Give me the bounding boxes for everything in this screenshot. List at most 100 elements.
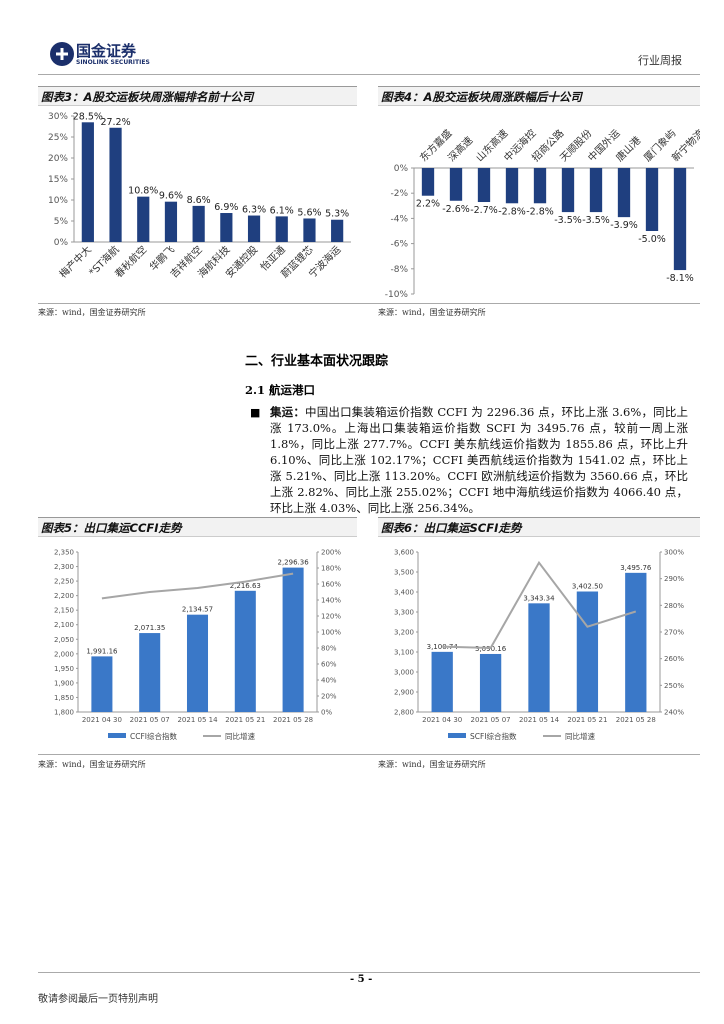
data-label: 5.3% [325,209,349,220]
chart-title: 图表5：出口集运CCFI走势 [38,517,357,537]
data-label: 3,495.76 [620,564,652,572]
page-number: - 5 - [350,974,373,985]
y-tick-label: 3,400 [394,589,414,597]
y-tick-label: 2,050 [54,636,74,644]
y-tick-label: 3,200 [394,629,414,637]
bar [137,196,150,242]
bar [645,168,659,231]
legend-label: CCFI综合指数 [130,731,177,741]
y2-tick-label: 250% [664,682,684,690]
rule [38,303,700,304]
y2-tick-label: 300% [664,549,684,557]
footer-rule [38,972,700,973]
y-tick-label: -6% [390,240,408,250]
x-tick-label: 2021 04 30 [82,716,122,724]
y-tick-label: 25% [48,133,68,143]
bar [303,218,316,242]
legend-label: SCFI综合指数 [470,731,517,741]
data-label: -2.6% [442,204,470,215]
y-tick-label: 1,850 [54,694,74,702]
bar [220,213,233,242]
y-tick-label: 1,950 [54,665,74,673]
y-tick-label: -4% [390,214,408,224]
chart-title: 图表6：出口集运SCFI走势 [378,517,700,537]
x-tick-label: 2021 04 30 [422,716,462,724]
x-tick-label: 2021 05 21 [225,716,265,724]
legend-swatch [108,733,126,738]
y-tick-label: 3,000 [394,669,414,677]
y-tick-label: -2% [390,189,408,199]
bar [589,168,603,213]
x-tick-label: 2021 05 14 [519,716,560,724]
bar [91,656,113,712]
data-label: 1,991.16 [86,647,118,655]
y2-tick-label: 240% [664,709,684,717]
data-label: 5.6% [297,207,321,218]
legend-swatch [448,733,466,738]
source: 来源：wind，国金证券研究所 [38,760,146,769]
source: 来源：wind，国金证券研究所 [378,760,486,769]
bar [81,122,94,242]
data-label: 6.3% [242,205,266,216]
y-tick-label: 3,100 [394,649,414,657]
bar [625,572,647,712]
chart-title: 图表4：A股交运板块周涨跌幅后十公司 [378,86,700,106]
bar [528,603,550,712]
y-tick-label: 2,200 [54,592,74,600]
bullet-text: 中国出口集装箱运价指数 CCFI 为 2296.36 点，环比上涨 3.6%，同… [270,405,689,515]
data-label: 8.6% [187,195,211,206]
bar [186,614,209,712]
bar [479,653,502,712]
y-tick-label: 2,900 [394,689,414,697]
bar [282,567,304,712]
data-label: -5.0% [638,234,666,245]
data-label: 2,071.35 [134,624,165,632]
y2-tick-label: 180% [321,565,341,573]
y2-tick-label: 40% [321,677,337,685]
legend-label: 同比增速 [225,731,255,741]
bar [139,633,161,712]
line [442,560,637,650]
x-tick-label: 2021 05 28 [273,716,313,724]
disclaimer: 敬请参阅最后一页特别声明 [38,994,158,1005]
line [101,572,294,600]
chart-title: 图表3：A股交运板块周涨幅排名前十公司 [38,86,357,106]
y-tick-label: 20% [48,154,68,164]
data-label: 2,296.36 [278,559,310,567]
chart: 0%5%10%15%20%25%30% 28.5%梅产中大27.2%*ST海航10… [48,111,351,280]
y2-tick-label: 20% [321,693,337,701]
bar [505,168,519,204]
data-label: -3.5% [554,215,582,226]
y2-tick-label: 270% [664,629,684,637]
source: 来源：wind，国金证券研究所 [378,308,486,317]
y2-tick-label: 100% [321,629,341,637]
bar [561,168,575,213]
data-label: 2,216.63 [230,582,261,590]
data-label: -8.1% [666,273,694,284]
y-tick-label: 0% [394,164,409,174]
y-tick-label: 2,000 [54,650,74,658]
header-rule [38,74,700,75]
data-label: 6.9% [214,202,238,213]
y2-tick-label: 290% [664,575,684,583]
y-tick-label: -10% [385,290,409,300]
bar [576,591,599,712]
bar [234,590,256,712]
data-label: 2,134.57 [182,606,213,614]
x-tick-label: 2021 05 07 [471,716,511,724]
y-tick-label: 2,150 [54,607,74,615]
bar [109,127,122,242]
rule [38,754,700,755]
data-label: 2.2% [416,199,440,210]
logo-icon [50,42,74,66]
bar [192,205,205,242]
data-label: 3,343.34 [523,594,555,602]
y2-tick-label: 140% [321,597,341,605]
y-tick-label: 2,300 [54,563,74,571]
y-tick-label: 1,800 [54,709,74,717]
bar [275,216,288,242]
bar [533,168,547,204]
y2-tick-label: 160% [321,581,341,589]
y2-tick-label: 120% [321,613,341,621]
report-type: 行业周报 [638,54,682,67]
